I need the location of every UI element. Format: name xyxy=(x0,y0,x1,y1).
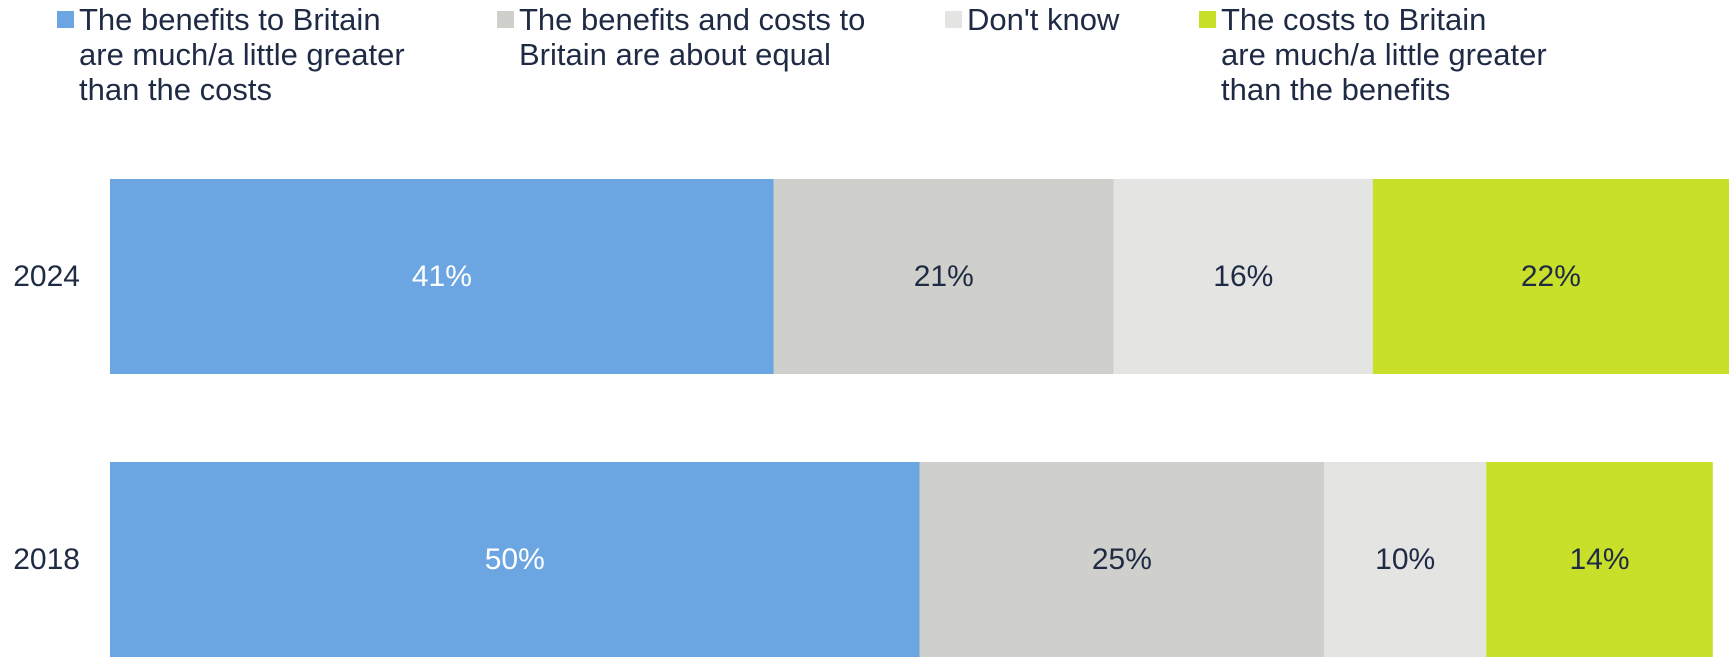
data-label-2024-2: 16% xyxy=(1213,260,1273,293)
legend-swatch xyxy=(1199,11,1216,28)
data-label-2018-2: 10% xyxy=(1375,543,1435,576)
bar-segment-2018-2 xyxy=(1324,462,1487,657)
bar-segment-2018-1 xyxy=(919,462,1325,657)
data-label-2024-1: 21% xyxy=(914,260,974,293)
bar-segment-2024-3 xyxy=(1372,179,1729,374)
category-label-2024: 2024 xyxy=(13,260,80,293)
bar-segment-2018-3 xyxy=(1486,462,1713,657)
legend-swatch xyxy=(945,11,962,28)
legend-item-benefits-greater: The benefits to Britain are much/a littl… xyxy=(57,2,405,107)
legend-swatch xyxy=(497,11,514,28)
bar-segment-2024-2 xyxy=(1113,179,1373,374)
category-label-2018: 2018 xyxy=(13,543,80,576)
legend-label: The benefits to Britain are much/a littl… xyxy=(79,2,405,107)
legend-item-about-equal: The benefits and costs to Britain are ab… xyxy=(497,2,865,72)
data-label-2018-0: 50% xyxy=(485,543,545,576)
legend-swatch xyxy=(57,11,74,28)
legend-label: Don't know xyxy=(967,2,1120,37)
legend-item-dont-know: Don't know xyxy=(945,2,1119,37)
legend-label: The costs to Britain are much/a little g… xyxy=(1221,2,1547,107)
bar-segment-2018-0 xyxy=(110,462,920,657)
data-label-2018-1: 25% xyxy=(1092,543,1152,576)
data-label-2024-3: 22% xyxy=(1521,260,1581,293)
bar-segment-2024-0 xyxy=(110,179,774,374)
legend-label: The benefits and costs to Britain are ab… xyxy=(519,2,866,72)
data-label-2024-0: 41% xyxy=(412,260,472,293)
bar-segment-2024-1 xyxy=(773,179,1114,374)
data-label-2018-3: 14% xyxy=(1569,543,1629,576)
chart-legend: The benefits to Britain are much/a littl… xyxy=(0,0,1729,140)
legend-item-costs-greater: The costs to Britain are much/a little g… xyxy=(1199,2,1547,107)
